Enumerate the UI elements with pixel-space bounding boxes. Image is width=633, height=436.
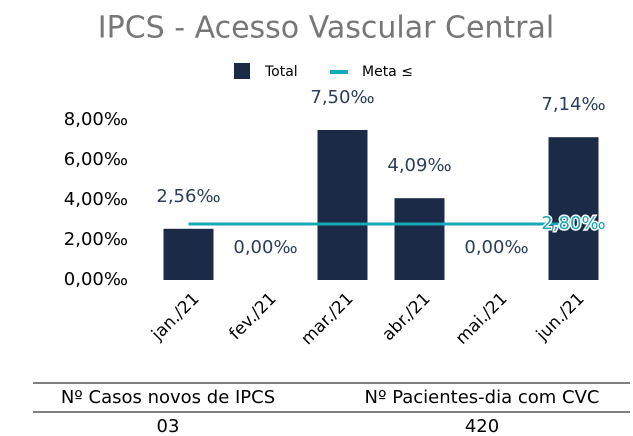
table-cell: 03 xyxy=(157,416,180,436)
chart-title: IPCS - Acesso Vascular Central xyxy=(98,11,554,46)
bar xyxy=(394,198,445,280)
y-tick-label: 6,00‰ xyxy=(64,149,128,170)
bar xyxy=(548,137,599,280)
y-tick-label: 8,00‰ xyxy=(64,109,128,130)
x-tick-label: jun./21 xyxy=(532,289,589,346)
table-header: Nº Pacientes-dia com CVC xyxy=(365,387,600,408)
y-tick-label: 2,00‰ xyxy=(64,229,128,250)
legend-label: Meta ≤ xyxy=(362,64,413,80)
table-header: Nº Casos novos de IPCS xyxy=(61,387,275,408)
bar xyxy=(317,130,368,280)
x-tick-label: jan./21 xyxy=(147,289,203,345)
bar xyxy=(163,228,214,280)
legend-swatch xyxy=(234,63,250,79)
data-label: 2,56‰ xyxy=(156,186,220,207)
legend-label: Total xyxy=(264,64,298,80)
data-label: 7,50‰ xyxy=(310,87,374,108)
x-tick-label: mai./21 xyxy=(452,289,512,349)
x-tick-label: abr./21 xyxy=(378,289,434,345)
data-label: 0,00‰ xyxy=(233,237,297,258)
data-label: 7,14‰ xyxy=(541,94,605,115)
data-label: 4,09‰ xyxy=(387,155,451,176)
data-label: 2,80‰ xyxy=(541,213,605,234)
data-label: 0,00‰ xyxy=(464,237,528,258)
y-tick-label: 4,00‰ xyxy=(64,189,128,210)
y-tick-label: 0,00‰ xyxy=(64,269,128,290)
x-tick-label: fev./21 xyxy=(225,289,280,344)
x-tick-label: mar./21 xyxy=(297,289,357,349)
table-cell: 420 xyxy=(465,416,499,436)
